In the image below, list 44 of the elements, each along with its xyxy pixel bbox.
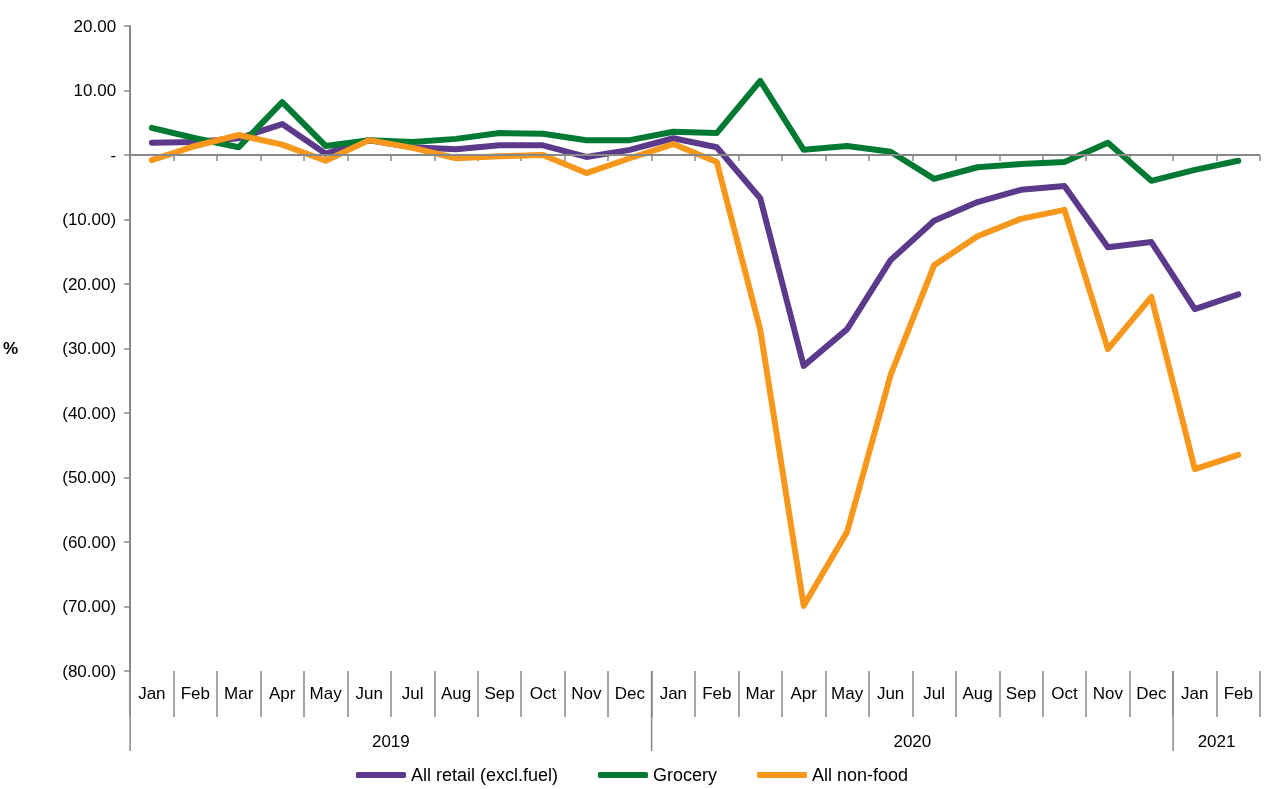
text: 2020 [893,732,932,751]
x-tick-label: Feb [1223,684,1253,703]
y-tick-label: (70.00) [62,597,117,616]
y-tick-label: (30.00) [62,339,117,358]
x-tick-label: Feb [702,684,732,703]
x-tick-label: Feb [180,684,210,703]
y-tick-label: (80.00) [62,661,117,681]
y-tick-label: (50.00) [62,468,117,487]
x-tick-label: Dec [614,684,646,703]
x-tick-label: Aug [962,684,993,703]
legend-label: Grocery [652,765,717,785]
x-tick-label: Sep [484,684,515,703]
y-tick-label: 10.00 [73,81,117,100]
x-tick-label: Nov [1092,684,1124,703]
x-tick-label: Apr [790,684,818,703]
x-tick-label: Sep [1005,684,1037,703]
x-tick-label: Oct [1051,684,1078,703]
y-tick-label: (20.00) [62,274,117,294]
y-tick-label: 20.00 [73,16,117,36]
x-tick-label: Oct [529,684,557,703]
y-axis-title: % [2,339,19,358]
x-tick-label: Jul [923,684,945,703]
x-tick-label: May [309,684,343,703]
x-tick-label: Jun [355,684,383,703]
legend-label: All non-food [811,765,909,785]
x-tick-label: May [831,684,864,703]
y-tick-label: (10.00) [62,210,117,229]
x-tick-label: Jan [1181,684,1209,703]
x-tick-label: Apr [268,684,296,703]
x-tick-label: Dec [1136,684,1167,703]
x-tick-label: Mar [745,684,776,703]
x-tick-label: Jun [876,684,905,703]
x-tick-label: Jan [138,684,166,703]
text: 2019 [371,732,410,751]
text: 2021 [1197,732,1236,751]
x-tick-label: Jan [659,684,688,703]
y-tick-label: (40.00) [62,403,117,423]
x-tick-label: Jul [401,684,424,703]
y-tick-label: (60.00) [62,532,117,552]
x-tick-label: Mar [224,684,254,703]
x-tick-label: Nov [571,684,603,703]
legend-label: All retail (excl.fuel) [410,765,558,785]
y-tick-label: - [110,145,117,165]
x-tick-label: Aug [440,684,472,703]
